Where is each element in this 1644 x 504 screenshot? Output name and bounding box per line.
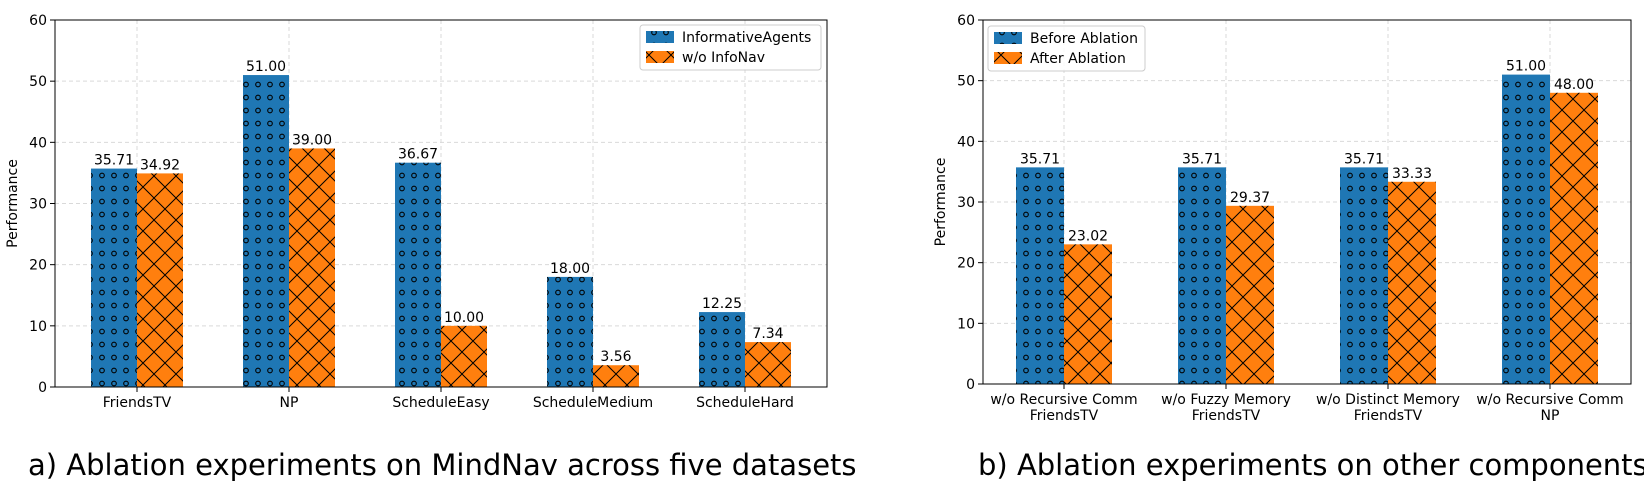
x-tick-label: NP xyxy=(280,395,299,411)
y-tick-label: 0 xyxy=(966,377,975,393)
y-tick-label: 60 xyxy=(957,13,975,29)
bar-hatch xyxy=(1226,205,1274,384)
x-tick-label: ScheduleEasy xyxy=(392,395,489,411)
y-axis-label: Performance xyxy=(933,158,949,247)
y-tick-label: 50 xyxy=(957,74,975,90)
bar-hatch xyxy=(547,276,593,387)
bar-hatch xyxy=(289,148,335,387)
bar-hatch xyxy=(1064,244,1112,384)
data-label: 10.00 xyxy=(444,310,484,326)
bar-hatch xyxy=(243,75,289,388)
data-label: 23.02 xyxy=(1068,228,1108,244)
data-label: 35.71 xyxy=(1182,151,1222,167)
x-tick-label: w/o Distinct Memory xyxy=(1316,392,1460,408)
bar-hatch xyxy=(1340,167,1388,384)
data-label: 36.67 xyxy=(398,147,438,163)
data-label: 35.71 xyxy=(94,153,134,169)
legend-swatch-hatch xyxy=(646,51,674,63)
legend-box xyxy=(639,24,822,71)
y-tick-label: 30 xyxy=(29,197,47,213)
legend-label: After Ablation xyxy=(1030,51,1126,67)
data-label: 51.00 xyxy=(1506,59,1546,75)
bar-hatch xyxy=(1178,167,1226,384)
legend-label: InformativeAgents xyxy=(682,30,811,46)
bar-hatch xyxy=(1388,181,1436,384)
legend-box xyxy=(987,25,1146,72)
bar-hatch xyxy=(593,365,639,387)
x-tick-label: FriendsTV xyxy=(1192,408,1261,424)
data-label: 7.34 xyxy=(752,326,783,342)
data-label: 34.92 xyxy=(140,157,180,173)
bar-hatch xyxy=(1016,167,1064,384)
plot-frame xyxy=(54,19,828,388)
bar-hatch xyxy=(395,162,441,387)
data-label: 48.00 xyxy=(1554,77,1594,93)
y-tick-label: 40 xyxy=(957,134,975,150)
bar-hatch xyxy=(1502,74,1550,384)
data-label: 51.00 xyxy=(246,59,286,75)
x-tick-label: ScheduleMedium xyxy=(533,395,653,411)
y-tick-label: 50 xyxy=(29,74,47,90)
data-label: 18.00 xyxy=(550,261,590,277)
y-tick-label: 60 xyxy=(29,13,47,29)
data-label: 35.71 xyxy=(1020,151,1060,167)
legend-label: Before Ablation xyxy=(1030,31,1138,47)
caption-b: b) Ablation experiments on other compone… xyxy=(978,448,1644,482)
plot-frame xyxy=(982,19,1632,385)
legend: Before Ablation After Ablation xyxy=(987,25,1146,72)
x-tick-label: w/o Fuzzy Memory xyxy=(1161,392,1291,408)
x-tick-label: FriendsTV xyxy=(103,395,172,411)
chart-b: 0 10 20 30 40 50 60 35.71 35.71 35.71 51.00 23.02 29… xyxy=(933,13,1632,424)
bar-hatch xyxy=(1550,92,1598,385)
bar-hatch xyxy=(745,342,791,387)
legend-swatch-hatch xyxy=(994,32,1022,44)
bar-hatch xyxy=(137,173,183,387)
x-tick-label: FriendsTV xyxy=(1354,408,1423,424)
data-label: 39.00 xyxy=(292,132,332,148)
y-tick-label: 30 xyxy=(957,195,975,211)
data-label: 35.71 xyxy=(1344,151,1384,167)
x-tick-label: NP xyxy=(1541,408,1560,424)
x-tick-label: w/o Recursive Comm xyxy=(990,392,1137,408)
y-tick-label: 20 xyxy=(957,256,975,272)
data-label: 33.33 xyxy=(1392,166,1432,182)
y-tick-label: 20 xyxy=(29,258,47,274)
bar-hatch xyxy=(91,168,137,387)
data-label: 12.25 xyxy=(702,296,742,312)
legend-swatch-hatch xyxy=(994,52,1022,64)
data-label: 3.56 xyxy=(600,349,631,365)
y-tick-label: 0 xyxy=(38,380,47,396)
bar-hatch xyxy=(699,312,745,387)
legend-label: w/o InfoNav xyxy=(682,50,765,66)
y-tick-label: 10 xyxy=(957,316,975,332)
legend: InformativeAgents w/o InfoNav xyxy=(639,24,822,71)
y-axis-label: Performance xyxy=(5,159,21,248)
chart-a: 0 10 20 30 40 50 60 35.71 51.00 36.67 18.00 12.25 34… xyxy=(5,13,828,411)
x-tick-label: FriendsTV xyxy=(1030,408,1099,424)
x-tick-label: w/o Recursive Comm xyxy=(1476,392,1623,408)
y-tick-label: 40 xyxy=(29,135,47,151)
y-tick-label: 10 xyxy=(29,319,47,335)
legend-swatch-hatch xyxy=(646,31,674,43)
caption-a: a) Ablation experiments on MindNav acros… xyxy=(28,448,857,482)
bar-hatch xyxy=(441,325,487,387)
data-label: 29.37 xyxy=(1230,190,1270,206)
x-tick-label: ScheduleHard xyxy=(696,395,794,411)
